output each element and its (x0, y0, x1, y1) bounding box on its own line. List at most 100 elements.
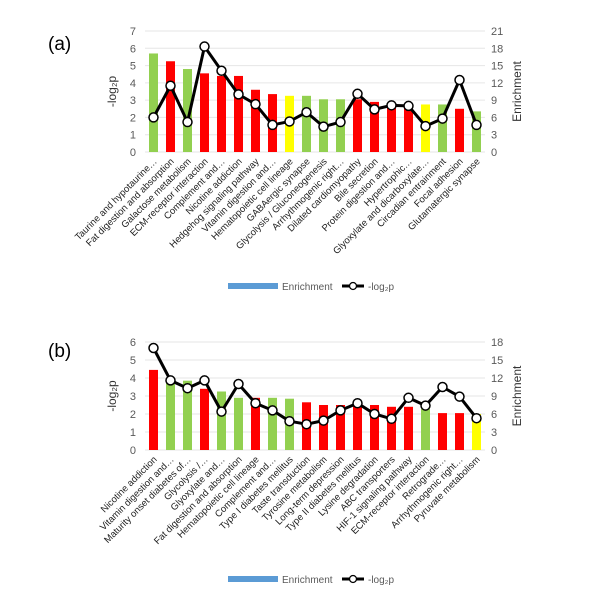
legend-line-marker (348, 574, 358, 584)
bar (217, 391, 226, 450)
y-tick-label: 3 (130, 391, 136, 403)
legend-bar-label: Enrichment (282, 575, 333, 586)
bar (319, 405, 328, 450)
y2-tick-label: 0 (491, 445, 497, 457)
bar (166, 380, 175, 450)
line-point (267, 405, 278, 416)
y2-tick-label: 18 (491, 337, 503, 349)
chart-a: (a)0 01 32 63 94 125 156 187 21-log₂p EnrichmentT… (48, 26, 524, 293)
bar (234, 397, 243, 450)
line-point (165, 375, 176, 386)
y2-tick-label: 3 (491, 427, 497, 439)
y-tick-label: 0 (130, 147, 136, 159)
line-point (182, 382, 193, 394)
y2-tick-label: 21 (491, 26, 503, 38)
y2-tick-label: 9 (491, 391, 497, 403)
bar (455, 413, 464, 450)
y2-tick-label: 6 (491, 112, 497, 124)
line-point (250, 98, 261, 110)
line-point (318, 415, 329, 426)
line-point (199, 41, 210, 52)
line-point (420, 120, 431, 132)
y2-tick-label: 12 (491, 373, 503, 385)
line-point (386, 100, 397, 111)
bar (149, 53, 158, 152)
bar (200, 73, 209, 152)
panel-label: (b) (48, 341, 71, 362)
bar (251, 89, 260, 152)
line-point (318, 121, 329, 132)
line-point (233, 89, 244, 100)
y-tick-label: 6 (130, 43, 136, 55)
line-point (369, 104, 380, 115)
bar (404, 106, 413, 152)
bar (353, 99, 362, 152)
bar (217, 75, 226, 152)
line-point (233, 378, 244, 390)
line-point (284, 415, 295, 427)
line-point (182, 116, 193, 128)
bar (183, 69, 192, 152)
y-tick-label: 1 (130, 427, 136, 439)
line-point (284, 116, 295, 127)
y-axis-label: -log₂p (105, 76, 119, 108)
y-tick-label: 0 (130, 445, 136, 457)
legend-line-label: -log₂p (368, 575, 395, 586)
bar (438, 413, 447, 450)
bar (404, 406, 413, 450)
y-tick-label: 5 (130, 61, 136, 73)
y2-tick-label: 12 (491, 78, 503, 90)
line-point (216, 65, 227, 77)
line-point (454, 74, 465, 86)
bar (251, 397, 260, 450)
line-point (454, 391, 465, 402)
line-point (250, 397, 261, 409)
bar (183, 380, 192, 450)
y2-tick-label: 15 (491, 355, 503, 367)
y-tick-label: 4 (130, 373, 136, 385)
y-tick-label: 5 (130, 355, 136, 367)
chart-b: (b)0 01 32 63 94 125 156 18-log₂p EnrichmentNico… (48, 337, 524, 586)
bar (166, 61, 175, 152)
legend-line-label: -log₂p (368, 282, 395, 293)
y-axis-label: -log₂p (105, 380, 119, 412)
y-tick-label: 3 (130, 95, 136, 107)
bar (421, 408, 430, 450)
line-point (335, 405, 346, 416)
legend-bar-swatch (228, 283, 278, 289)
y-tick-label: 2 (130, 409, 136, 421)
line-point (471, 412, 482, 424)
legend-bar-swatch (228, 576, 278, 582)
y2-tick-label: 18 (491, 43, 503, 55)
legend-line-marker (348, 281, 358, 291)
bar (472, 414, 481, 450)
line-point (420, 400, 431, 411)
bar (438, 104, 447, 152)
line-point (403, 100, 414, 112)
y2-axis-label: Enrichment (510, 365, 524, 426)
legend-bar-label: Enrichment (282, 282, 333, 293)
line-point (403, 392, 414, 404)
line-point (386, 413, 397, 425)
y-tick-label: 6 (130, 337, 136, 349)
legend: Enrichment -log₂p (228, 281, 395, 293)
y2-tick-label: 6 (491, 409, 497, 421)
line-point (437, 113, 448, 124)
bar (336, 405, 345, 450)
bar (353, 405, 362, 450)
line-point (301, 106, 312, 118)
y-tick-label: 7 (130, 26, 136, 38)
bar (387, 406, 396, 450)
line-point (267, 119, 278, 131)
panel-label: (a) (48, 34, 71, 55)
y2-tick-label: 3 (491, 130, 497, 142)
bar (387, 106, 396, 152)
bar (234, 75, 243, 152)
line-point (352, 88, 363, 100)
y2-tick-label: 9 (491, 95, 497, 107)
bar (370, 101, 379, 152)
bar (149, 369, 158, 450)
line-point (165, 80, 176, 91)
legend: Enrichment -log₂p (228, 574, 395, 586)
